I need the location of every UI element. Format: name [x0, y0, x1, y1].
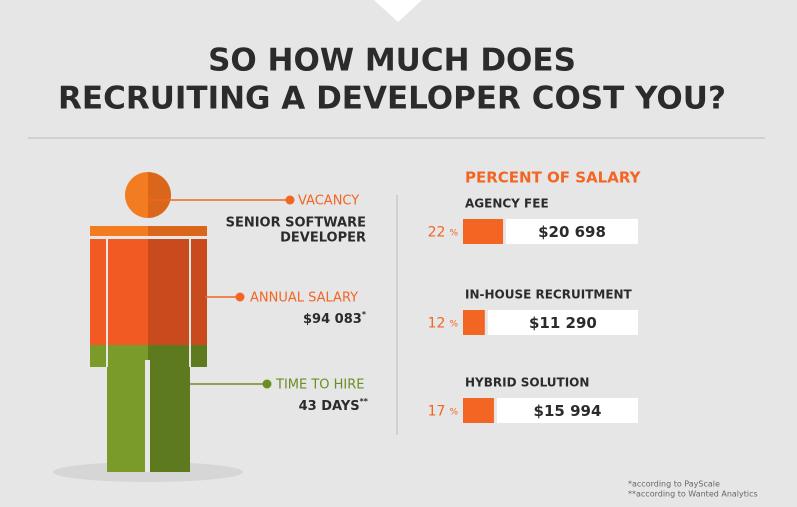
percent-unit: %: [449, 407, 458, 417]
percent-label: 12%: [428, 316, 459, 332]
percent-value: 17: [428, 404, 446, 420]
title-line: SO HOW MUCH DOES: [208, 43, 576, 79]
person-figure: [53, 172, 243, 482]
section-heading: PERCENT OF SALARY: [465, 169, 642, 187]
salary-amount: $94 083: [303, 312, 362, 327]
vacancy-label: VACANCY: [298, 194, 359, 209]
percent-label: 17%: [428, 404, 459, 420]
footnote: **according to Wanted Analytics: [628, 490, 758, 499]
connector-dot: [235, 292, 245, 302]
percent-value: 12: [428, 316, 446, 332]
footnote: *according to PayScale: [628, 480, 720, 489]
amount: $20 698: [538, 223, 606, 241]
vacancy-value: SENIOR SOFTWARE: [226, 216, 366, 231]
title-line: RECRUITING A DEVELOPER COST YOU?: [58, 81, 726, 117]
time-note: **: [360, 397, 369, 406]
percent-value: 22: [428, 225, 446, 241]
percent-bar: [463, 398, 494, 423]
percent-unit: %: [449, 319, 458, 329]
amount-box: [506, 219, 638, 244]
percent-bar: [463, 219, 504, 244]
item-name: AGENCY FEE: [465, 197, 549, 211]
salary-note: *: [362, 310, 367, 319]
percent-bar: [463, 310, 485, 335]
percent-label: 22%: [428, 225, 459, 241]
time-value: 43 DAYS**: [299, 397, 369, 414]
connector-dot: [262, 379, 272, 389]
salary-value: $94 083*: [303, 310, 367, 327]
amount: $11 290: [529, 314, 597, 332]
notch: [374, 0, 422, 22]
percent-unit: %: [449, 228, 458, 238]
item-name: IN-HOUSE RECRUITMENT: [465, 288, 633, 302]
time-label: TIME TO HIRE: [275, 378, 365, 393]
connector-dot: [285, 195, 295, 205]
amount: $15 994: [534, 402, 602, 420]
amount-box: [496, 398, 638, 423]
item-name: HYBRID SOLUTION: [465, 376, 589, 390]
amount-box: [487, 310, 638, 335]
vacancy-value: DEVELOPER: [280, 231, 366, 246]
time-amount: 43 DAYS: [299, 399, 360, 414]
salary-label: ANNUAL SALARY: [250, 291, 358, 306]
